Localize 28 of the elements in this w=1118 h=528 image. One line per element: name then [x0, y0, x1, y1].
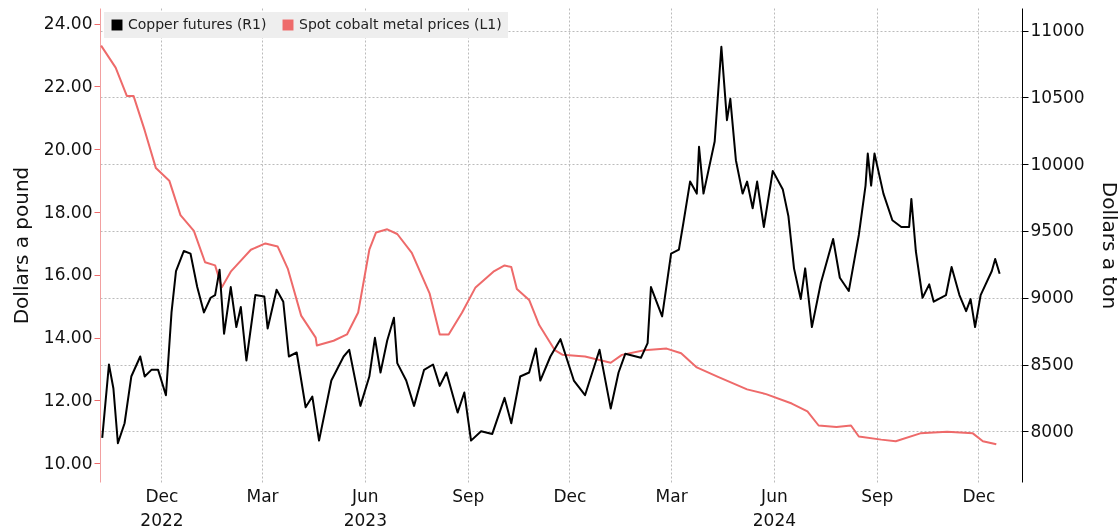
x-tick-label: Dec: [962, 485, 996, 506]
y-tick-label: 10.00: [43, 452, 93, 473]
y2-tick-label: 8500: [1030, 354, 1074, 374]
legend-label: Spot cobalt metal prices (L1): [299, 16, 502, 32]
x-tick-label: Dec: [553, 485, 587, 506]
x-tick-label: Mar: [246, 485, 279, 506]
y-tick-label: 18.00: [43, 201, 93, 222]
x-tick-label: Jun 2023: [343, 485, 387, 528]
y2-tick-label: 10500: [1030, 86, 1085, 107]
x-tick-label: Dec 2022: [140, 485, 184, 528]
y2-axis-title: Dollars a ton: [1097, 181, 1118, 310]
y-tick-label: 24.00: [43, 13, 93, 34]
y-tick-label: 12.00: [43, 389, 93, 410]
y2-tick-label: 8000: [1030, 420, 1074, 441]
x-tick-label: Mar: [655, 485, 688, 506]
x-tick-label: Sep: [861, 485, 894, 506]
y2-tick-label: 9500: [1030, 220, 1074, 241]
y2-tick-label: 9000: [1030, 287, 1074, 308]
y-tick-label: 16.00: [43, 264, 93, 285]
y2-tick-label: 11000: [1030, 20, 1085, 41]
x-tick-label: Jun 2024: [752, 485, 797, 528]
y-axis-title: Dollars a pound: [8, 166, 33, 325]
y-tick-label: 22.00: [43, 75, 93, 96]
y-tick-label: 20.00: [43, 138, 93, 159]
y2-tick-label: 10000: [1030, 153, 1085, 174]
legend-label: Copper futures (R1): [128, 16, 267, 32]
x-tick-label: Sep: [452, 485, 485, 506]
y-tick-label: 14.00: [43, 327, 93, 348]
